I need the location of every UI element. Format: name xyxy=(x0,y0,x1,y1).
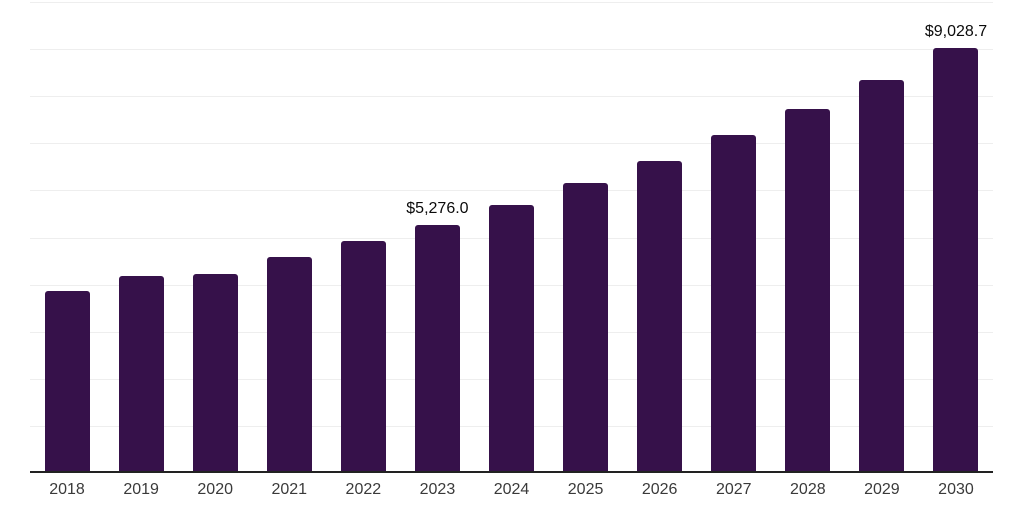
bar-2028 xyxy=(785,109,831,473)
gridline-8000 xyxy=(30,96,993,98)
bars-container: $5,276.0 $9,028.7 xyxy=(30,2,993,473)
bar-column-2026 xyxy=(623,2,697,473)
gridline-6000 xyxy=(30,190,993,192)
gridline-7000 xyxy=(30,143,993,145)
bar-column-2029 xyxy=(845,2,919,473)
plot-area: $5,276.0 $9,028.7 xyxy=(30,2,993,473)
bar-2022 xyxy=(340,241,386,473)
x-tick-label-2030: 2030 xyxy=(938,481,974,498)
x-axis-labels: 2018 2019 2020 2021 2022 2023 2024 2025 2026 2027… xyxy=(30,481,993,499)
data-label-2023: $5,276.0 xyxy=(406,199,469,217)
bar-2027 xyxy=(711,135,757,473)
x-tick-label-2029: 2029 xyxy=(864,481,900,498)
x-tick-label-2018: 2018 xyxy=(49,481,85,498)
bar-column-2025 xyxy=(549,2,623,473)
bar-column-2018 xyxy=(30,2,104,473)
bar-column-2019 xyxy=(104,2,178,473)
gridline-10000 xyxy=(30,2,993,3)
bar-2030 xyxy=(933,47,979,473)
x-tick-label-2023: 2023 xyxy=(419,481,456,498)
x-tick-label-2021: 2021 xyxy=(271,481,308,498)
x-tick-label-2019: 2019 xyxy=(123,481,159,498)
x-tick-label-2022: 2022 xyxy=(345,481,382,498)
gridline-9000 xyxy=(30,49,993,51)
bar-column-2021 xyxy=(252,2,326,473)
x-tick-label-2027: 2027 xyxy=(715,481,752,498)
bar-2019 xyxy=(118,276,164,473)
bar-2020 xyxy=(192,273,238,473)
bar-column-2027 xyxy=(697,2,771,473)
bar-2029 xyxy=(859,79,905,473)
bar-column-2030: $9,028.7 xyxy=(919,2,993,473)
x-tick-label-2025: 2025 xyxy=(567,481,604,498)
data-label-2030: $9,028.7 xyxy=(924,22,988,40)
x-tick-label-2020: 2020 xyxy=(197,481,233,498)
x-axis-line xyxy=(30,471,993,473)
bar-column-2020 xyxy=(178,2,252,473)
bar-2021 xyxy=(266,256,312,473)
bar-2024 xyxy=(489,204,534,473)
bar-2023 xyxy=(414,224,460,473)
x-tick-label-2024: 2024 xyxy=(493,481,530,498)
bar-column-2024 xyxy=(474,2,548,473)
bar-2026 xyxy=(637,160,683,473)
bar-column-2023: $5,276.0 xyxy=(400,2,474,473)
bar-2018 xyxy=(44,291,90,473)
bar-2025 xyxy=(563,183,609,473)
x-tick-label-2028: 2028 xyxy=(790,481,826,498)
bar-column-2022 xyxy=(326,2,400,473)
bar-column-2028 xyxy=(771,2,845,473)
x-tick-label-2026: 2026 xyxy=(641,481,678,498)
